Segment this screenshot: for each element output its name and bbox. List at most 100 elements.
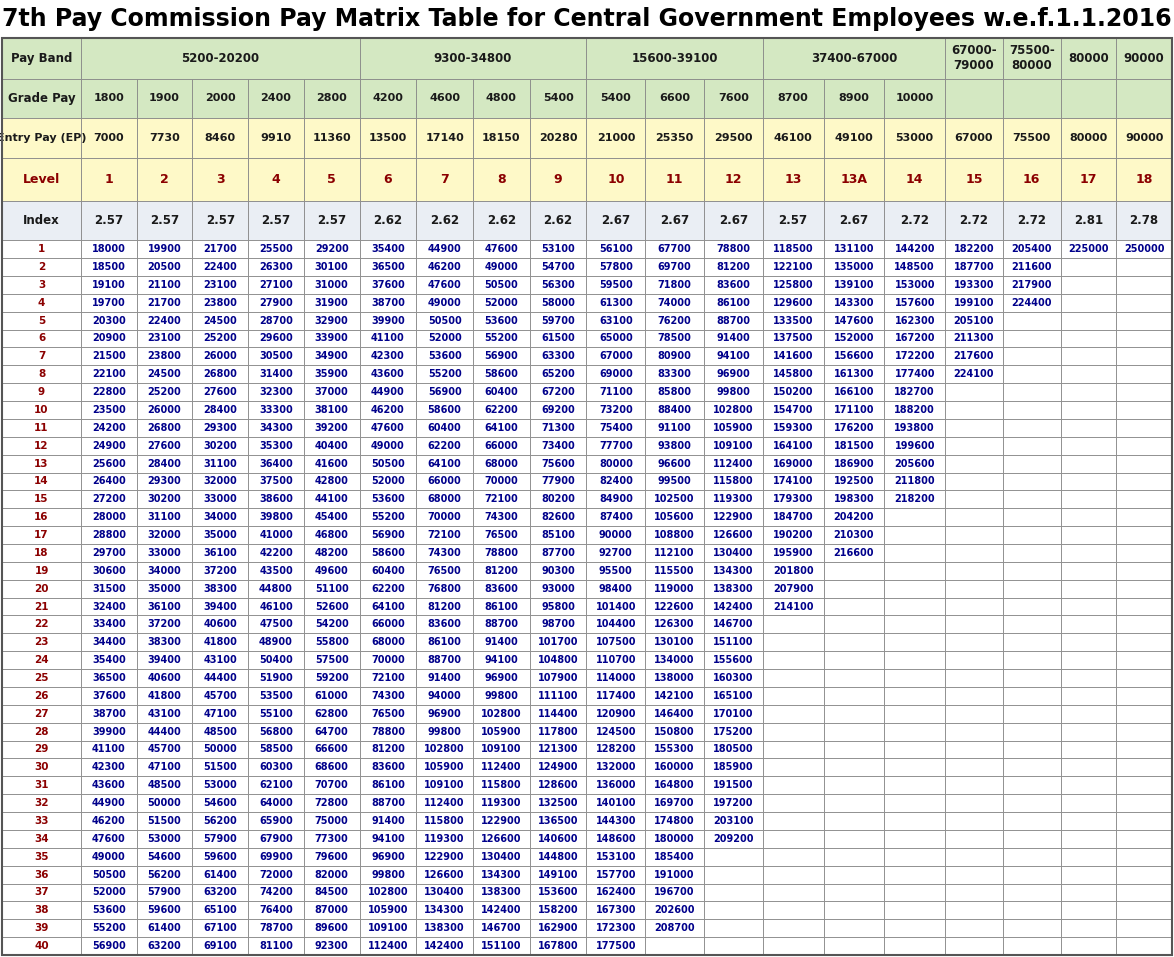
Text: 19900: 19900	[148, 244, 182, 255]
Bar	[304, 669, 359, 687]
Bar	[529, 473, 587, 490]
Bar	[529, 687, 587, 704]
Bar	[473, 508, 529, 526]
Bar	[1060, 615, 1116, 634]
Text: 61500: 61500	[541, 333, 575, 344]
Bar	[81, 651, 136, 669]
Text: 80000: 80000	[599, 458, 633, 469]
Text: 62800: 62800	[315, 709, 349, 719]
Bar	[473, 347, 529, 366]
Bar	[1116, 240, 1172, 258]
Bar	[646, 383, 704, 401]
Text: 38700: 38700	[92, 709, 126, 719]
Bar	[1003, 562, 1060, 580]
Text: 24900: 24900	[92, 440, 126, 451]
Bar	[81, 848, 136, 866]
Bar	[359, 159, 417, 201]
Text: 140100: 140100	[595, 798, 636, 808]
Text: 132000: 132000	[595, 763, 636, 772]
Bar	[1003, 312, 1060, 329]
Text: 84500: 84500	[315, 887, 349, 898]
Bar	[529, 580, 587, 597]
Text: 147600: 147600	[834, 316, 875, 325]
Text: 25500: 25500	[259, 244, 292, 255]
Bar	[763, 490, 823, 508]
Bar	[529, 490, 587, 508]
Text: 94100: 94100	[485, 656, 518, 665]
Text: 5400: 5400	[542, 93, 574, 103]
Text: 27600: 27600	[203, 387, 237, 397]
Bar	[587, 848, 646, 866]
Bar	[81, 580, 136, 597]
Text: 109100: 109100	[367, 924, 409, 933]
Bar	[529, 562, 587, 580]
Bar	[193, 78, 248, 118]
Text: 141600: 141600	[772, 351, 814, 362]
Bar	[646, 201, 704, 240]
Bar	[763, 118, 823, 159]
Text: 169000: 169000	[772, 458, 814, 469]
Text: 7: 7	[440, 173, 448, 187]
Bar	[1003, 508, 1060, 526]
Bar	[1116, 118, 1172, 159]
Bar	[945, 812, 1003, 830]
Text: 193300: 193300	[953, 279, 994, 290]
Text: 78800: 78800	[371, 726, 405, 737]
Bar	[646, 118, 704, 159]
Text: 59700: 59700	[541, 316, 575, 325]
Text: 46100: 46100	[259, 602, 292, 612]
Text: 2.67: 2.67	[660, 214, 689, 227]
Bar	[136, 401, 193, 419]
Bar	[587, 634, 646, 651]
Text: 195900: 195900	[772, 548, 814, 558]
Text: 72100: 72100	[485, 495, 518, 504]
Text: 27: 27	[34, 709, 49, 719]
Bar	[763, 901, 823, 920]
Text: 36500: 36500	[371, 262, 405, 272]
Text: 95800: 95800	[541, 602, 575, 612]
Bar	[884, 723, 945, 741]
Text: 20500: 20500	[148, 262, 182, 272]
Text: 22400: 22400	[148, 316, 182, 325]
Bar	[646, 669, 704, 687]
Text: 218200: 218200	[895, 495, 935, 504]
Text: 24200: 24200	[92, 423, 126, 433]
Text: 83300: 83300	[657, 369, 691, 379]
Bar	[136, 118, 193, 159]
Text: 43600: 43600	[92, 780, 126, 790]
Bar	[359, 759, 417, 776]
Bar	[704, 776, 763, 794]
Bar	[763, 812, 823, 830]
Text: 4: 4	[271, 173, 281, 187]
Bar	[587, 704, 646, 723]
Text: 41600: 41600	[315, 458, 349, 469]
Bar	[2, 383, 81, 401]
Text: 128600: 128600	[538, 780, 579, 790]
Bar	[945, 276, 1003, 294]
Bar	[417, 455, 473, 473]
Text: 31100: 31100	[148, 512, 182, 523]
Text: 158200: 158200	[538, 905, 579, 915]
Bar	[81, 347, 136, 366]
Bar	[1060, 436, 1116, 455]
Bar	[248, 562, 304, 580]
Bar	[136, 920, 193, 937]
Bar	[136, 78, 193, 118]
Bar	[823, 329, 884, 347]
Bar	[646, 401, 704, 419]
Bar	[587, 920, 646, 937]
Bar	[1060, 920, 1116, 937]
Text: 22800: 22800	[92, 387, 126, 397]
Text: 47100: 47100	[203, 709, 237, 719]
Bar	[81, 38, 359, 78]
Bar	[1003, 159, 1060, 201]
Bar	[193, 615, 248, 634]
Bar	[304, 473, 359, 490]
Text: 101700: 101700	[538, 637, 579, 647]
Text: 24500: 24500	[203, 316, 237, 325]
Bar	[1060, 294, 1116, 312]
Bar	[136, 741, 193, 759]
Text: 185400: 185400	[654, 852, 695, 861]
Text: 25: 25	[34, 673, 49, 683]
Bar	[248, 723, 304, 741]
